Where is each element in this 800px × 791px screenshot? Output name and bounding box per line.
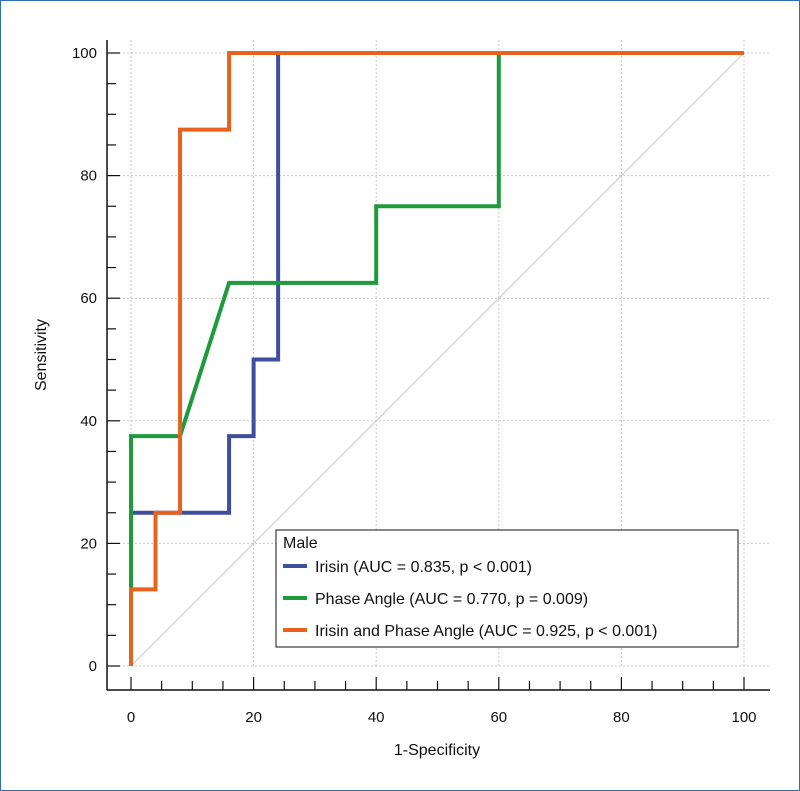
axes [106,40,770,691]
x-tick-label: 20 [245,709,262,726]
y-tick-label: 40 [80,413,97,430]
x-axis-title: 1-Specificity [394,742,480,759]
y-tick-label: 60 [80,290,97,307]
x-tick-label: 60 [490,709,507,726]
reference-diagonal [130,52,745,667]
series-line-2 [129,51,744,666]
legend-box [275,529,739,648]
y-tick-label: 80 [80,168,97,185]
x-tick-label: 0 [127,709,135,726]
legend-items: Irisin (AUC = 0.835, p < 0.001) Phase Ang… [283,559,657,640]
y-tick-labels: 0 20 40 60 80 100 [72,45,97,675]
y-tick-label: 20 [80,535,97,552]
y-tick-label: 0 [89,658,97,675]
x-tick-label: 100 [731,709,756,726]
x-tick-label: 40 [368,709,385,726]
x-tick-labels: 0 20 40 60 80 100 [127,709,757,726]
series-line-3 [129,51,744,666]
y-axis-title: Sensitivity [33,319,50,391]
y-tick-label: 100 [72,45,97,62]
legend-title: Male [283,535,318,552]
series-layer [129,51,744,666]
legend-label-2: Phase Angle (AUC = 0.770, p = 0.009) [315,591,588,608]
legend-label-1: Irisin (AUC = 0.835, p < 0.001) [315,559,532,576]
legend-label-3: Irisin and Phase Angle (AUC = 0.925, p <… [315,623,657,640]
x-tick-label: 80 [613,709,630,726]
legend: Male Irisin (AUC = 0.835, p < 0.001) Phas… [275,529,739,648]
